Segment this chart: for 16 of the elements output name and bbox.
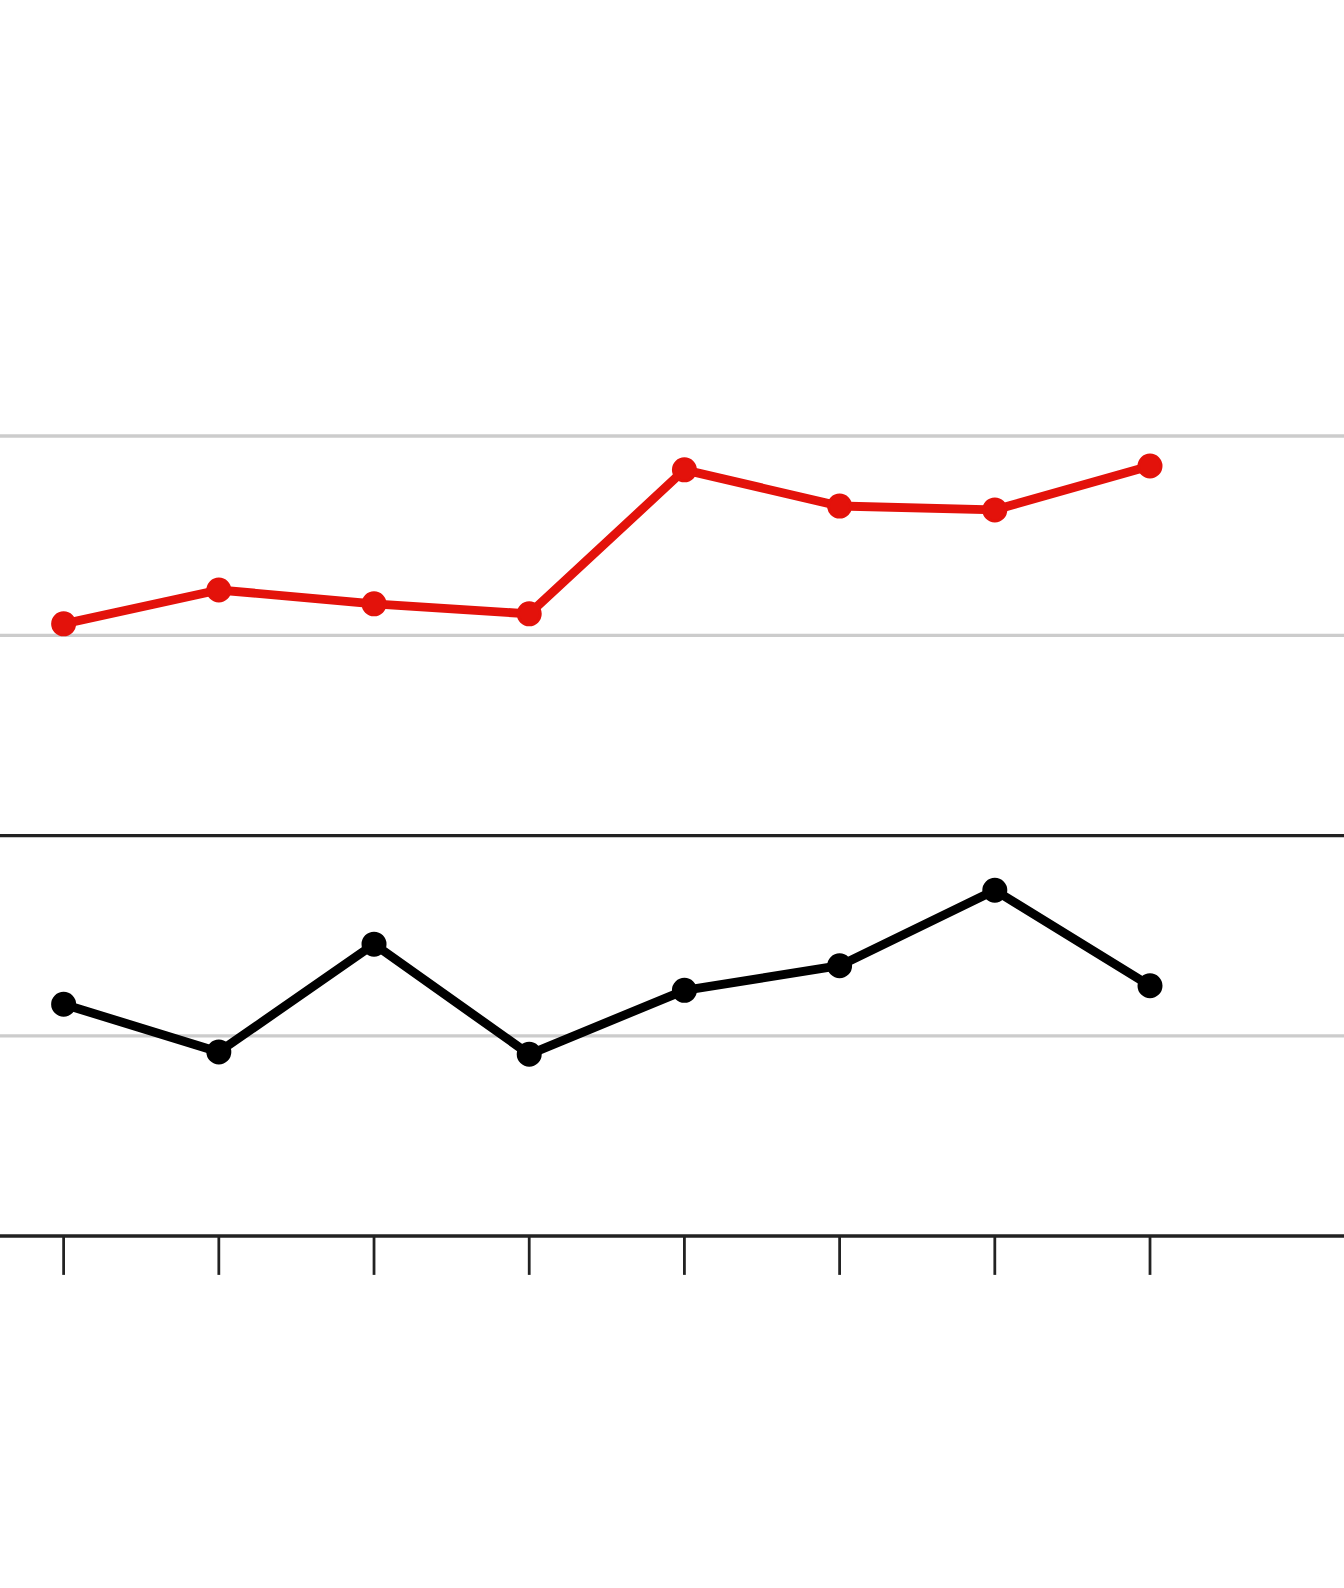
point xyxy=(516,601,542,627)
point xyxy=(206,1039,232,1065)
point xyxy=(51,611,77,637)
point xyxy=(827,953,853,979)
point xyxy=(671,977,697,1003)
point xyxy=(1137,973,1163,999)
point xyxy=(982,497,1008,523)
point xyxy=(516,1041,542,1067)
point xyxy=(206,577,232,603)
point xyxy=(671,457,697,483)
point xyxy=(1137,453,1163,479)
point xyxy=(827,493,853,519)
point xyxy=(982,877,1008,903)
point xyxy=(51,991,77,1017)
point xyxy=(361,931,387,957)
point xyxy=(361,591,387,617)
